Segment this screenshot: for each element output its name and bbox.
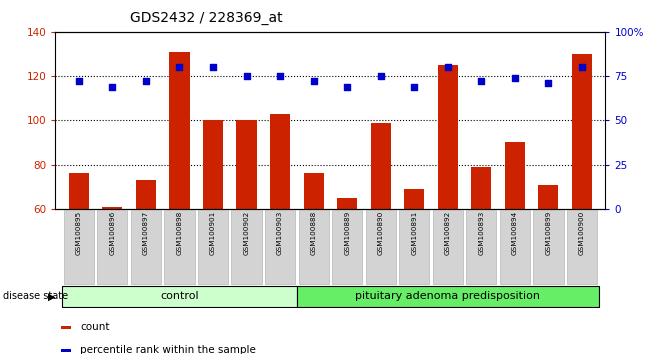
FancyBboxPatch shape	[131, 210, 161, 284]
Point	[309, 79, 319, 84]
Bar	[337, 198, 357, 342]
Bar	[270, 114, 290, 342]
FancyBboxPatch shape	[399, 210, 429, 284]
Point	[74, 79, 84, 84]
Point	[376, 73, 386, 79]
Text: pituitary adenoma predisposition: pituitary adenoma predisposition	[355, 291, 540, 302]
Text: GSM100891: GSM100891	[411, 211, 417, 255]
FancyBboxPatch shape	[567, 210, 597, 284]
Bar	[102, 207, 122, 342]
Point	[510, 75, 520, 81]
FancyBboxPatch shape	[297, 286, 599, 307]
FancyBboxPatch shape	[299, 210, 329, 284]
Bar	[303, 173, 324, 342]
Point	[342, 84, 352, 90]
Point	[275, 73, 285, 79]
Text: GSM100895: GSM100895	[76, 211, 82, 255]
FancyBboxPatch shape	[164, 210, 195, 284]
Point	[443, 64, 453, 70]
Text: percentile rank within the sample: percentile rank within the sample	[80, 346, 256, 354]
Text: GDS2432 / 228369_at: GDS2432 / 228369_at	[130, 11, 283, 25]
Text: GSM100890: GSM100890	[378, 211, 383, 255]
FancyBboxPatch shape	[500, 210, 530, 284]
Bar	[572, 54, 592, 342]
Text: GSM100893: GSM100893	[478, 211, 484, 255]
Bar	[136, 180, 156, 342]
Text: GSM100888: GSM100888	[311, 211, 316, 255]
FancyBboxPatch shape	[232, 210, 262, 284]
Point	[476, 79, 486, 84]
Text: GSM100898: GSM100898	[176, 211, 182, 255]
FancyBboxPatch shape	[64, 210, 94, 284]
Text: GSM100897: GSM100897	[143, 211, 149, 255]
FancyBboxPatch shape	[62, 286, 297, 307]
Bar	[538, 184, 559, 342]
FancyBboxPatch shape	[97, 210, 128, 284]
FancyBboxPatch shape	[265, 210, 295, 284]
Bar	[61, 349, 71, 352]
FancyBboxPatch shape	[533, 210, 564, 284]
Text: GSM100889: GSM100889	[344, 211, 350, 255]
Text: count: count	[80, 322, 109, 332]
Bar	[505, 143, 525, 342]
Point	[543, 80, 553, 86]
Point	[577, 64, 587, 70]
FancyBboxPatch shape	[366, 210, 396, 284]
Point	[409, 84, 419, 90]
Bar	[370, 122, 391, 342]
Bar	[471, 167, 492, 342]
Bar	[203, 120, 223, 342]
Text: GSM100892: GSM100892	[445, 211, 450, 255]
FancyBboxPatch shape	[332, 210, 362, 284]
Text: disease state: disease state	[3, 291, 68, 302]
Text: GSM100894: GSM100894	[512, 211, 518, 255]
Text: GSM100902: GSM100902	[243, 211, 249, 255]
Point	[141, 79, 151, 84]
Text: GSM100900: GSM100900	[579, 211, 585, 255]
Bar	[169, 52, 189, 342]
Bar	[404, 189, 424, 342]
FancyBboxPatch shape	[466, 210, 497, 284]
Text: GSM100901: GSM100901	[210, 211, 216, 255]
Text: ▶: ▶	[48, 291, 56, 302]
Text: control: control	[160, 291, 199, 302]
Point	[242, 73, 252, 79]
FancyBboxPatch shape	[433, 210, 463, 284]
Point	[174, 64, 185, 70]
Text: GSM100896: GSM100896	[109, 211, 115, 255]
Point	[208, 64, 218, 70]
Bar	[437, 65, 458, 342]
Text: GSM100899: GSM100899	[546, 211, 551, 255]
FancyBboxPatch shape	[198, 210, 228, 284]
Point	[107, 84, 118, 90]
Bar	[69, 173, 89, 342]
Bar	[61, 326, 71, 329]
Bar	[236, 120, 256, 342]
Text: GSM100903: GSM100903	[277, 211, 283, 255]
